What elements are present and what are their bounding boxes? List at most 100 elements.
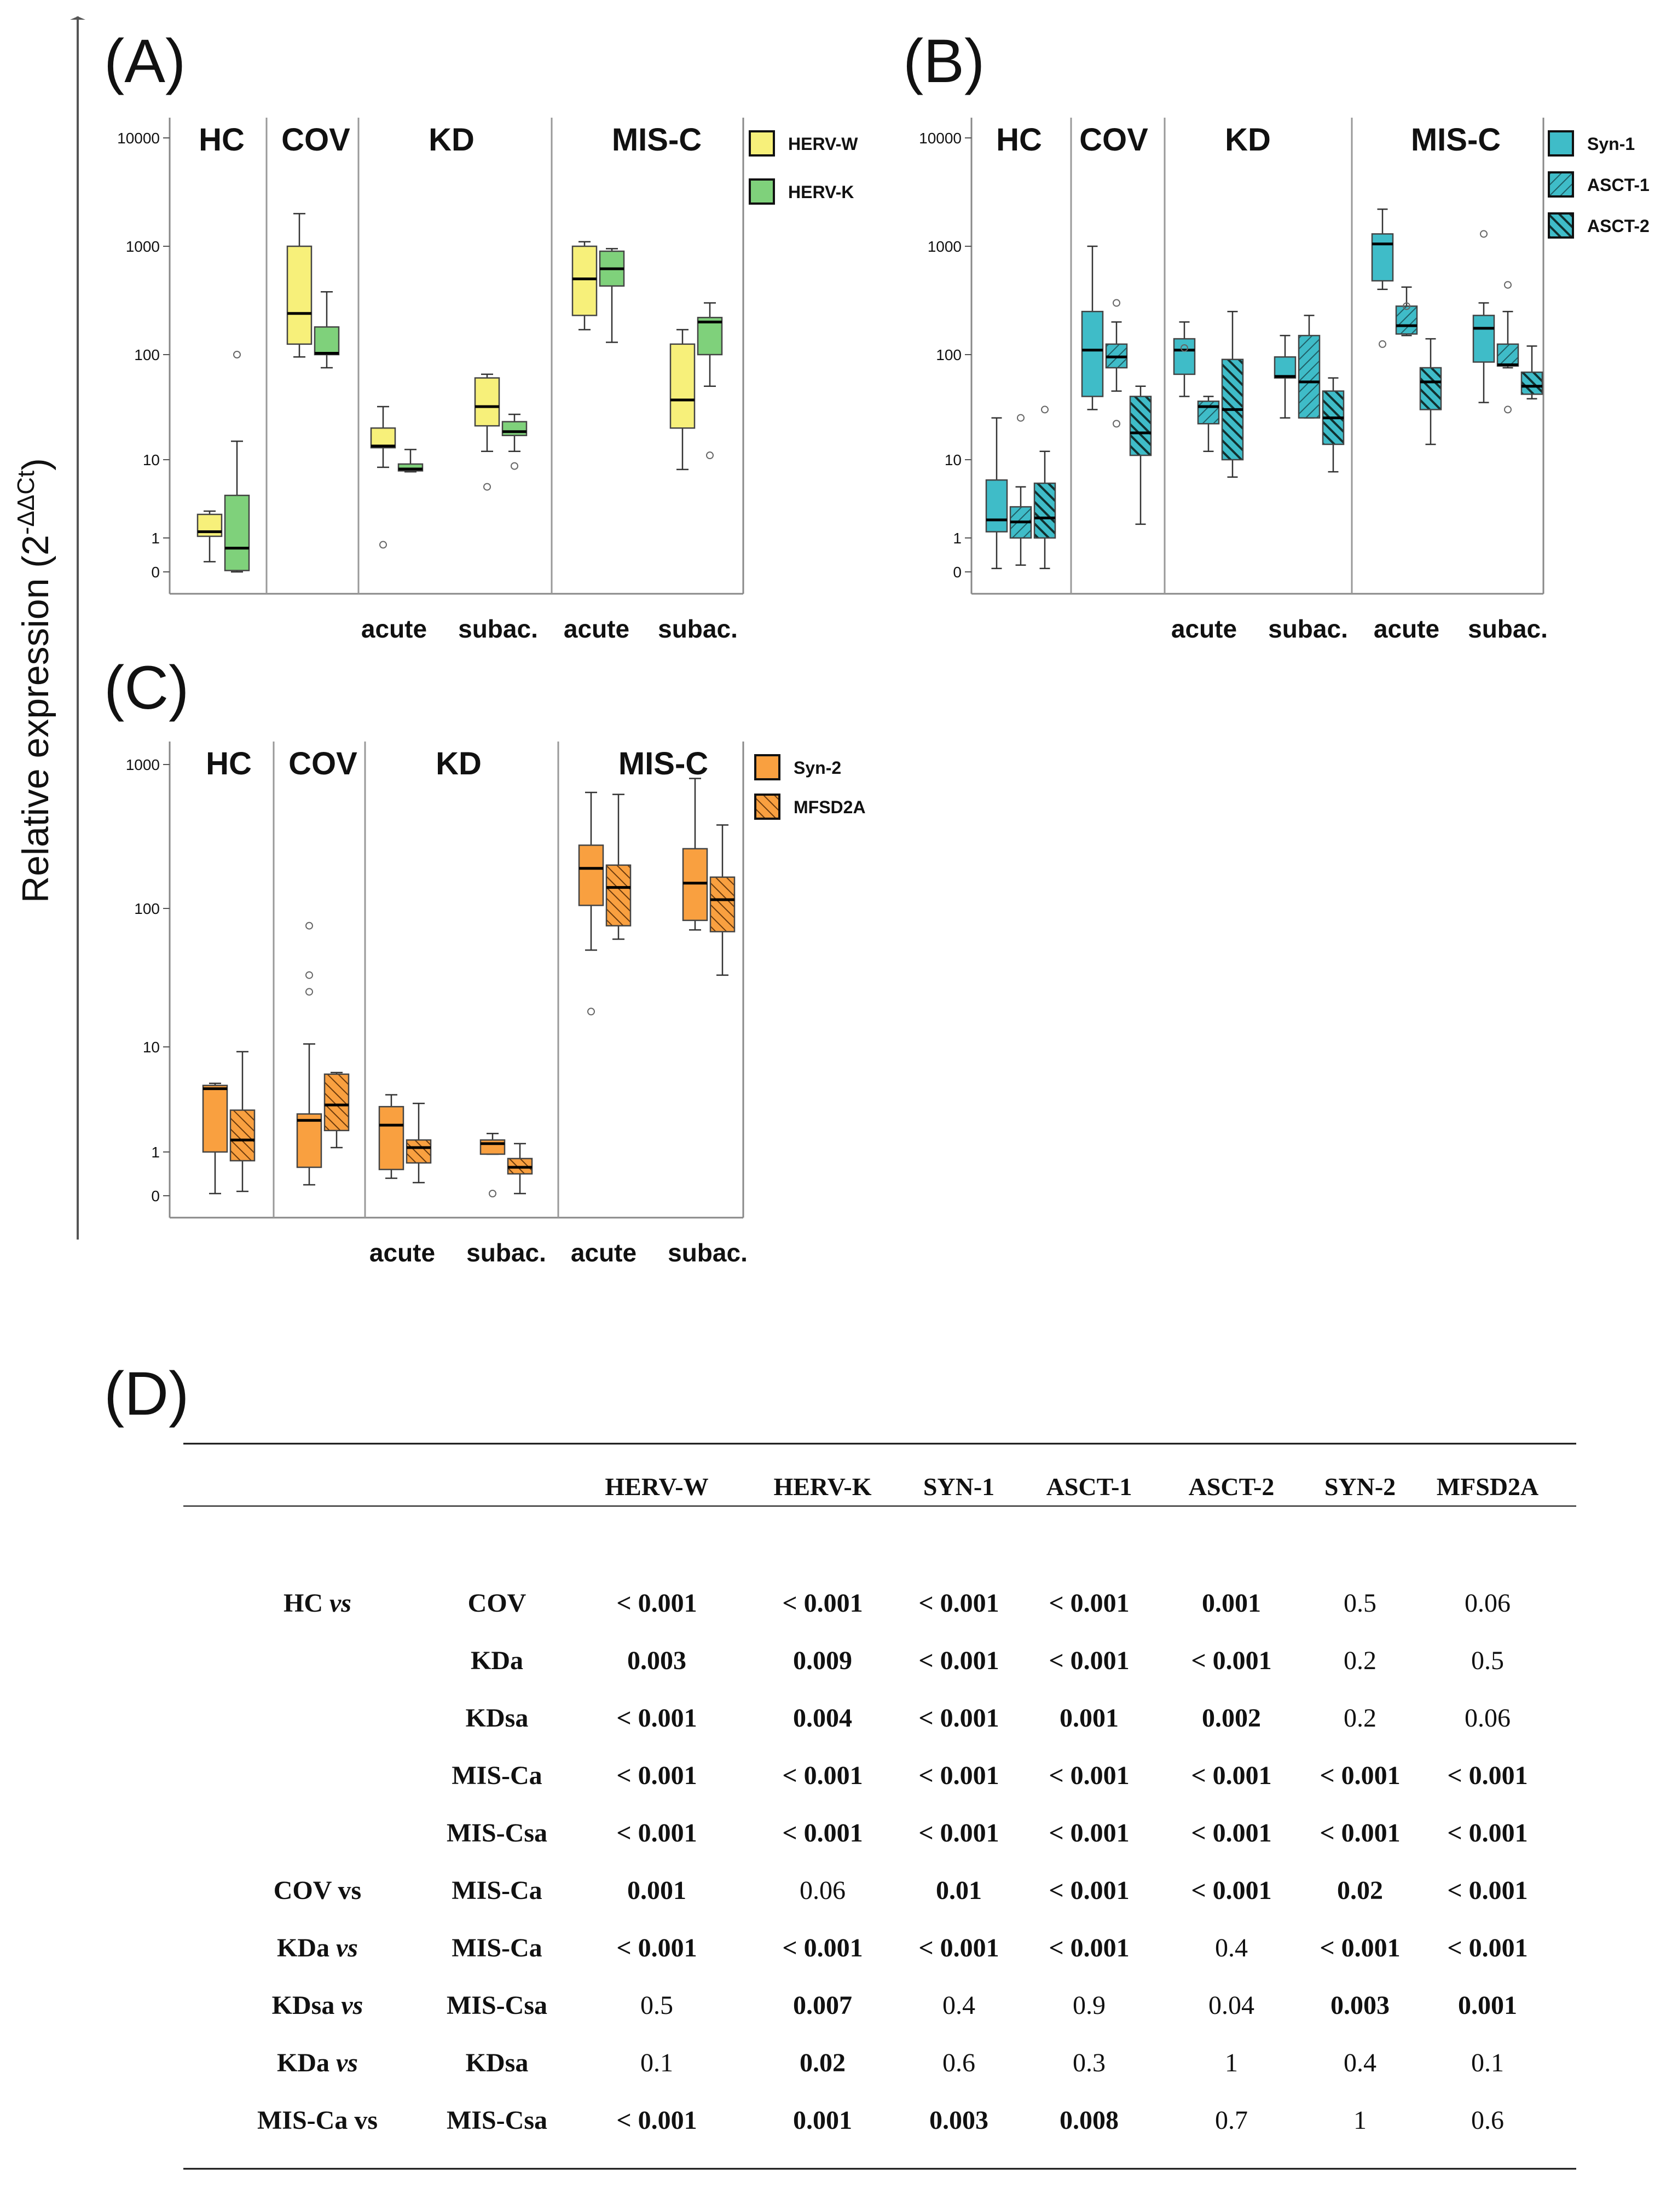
legend-label: MFSD2A <box>794 797 866 817</box>
box-iqr <box>501 421 528 437</box>
box-iqr <box>1081 310 1104 397</box>
legend-label: HERV-W <box>788 134 858 154</box>
table-p-value: 0.4 <box>1344 2048 1376 2077</box>
table-row-group2: MIS-Ca <box>452 1933 542 1962</box>
legend-swatch <box>749 178 775 205</box>
box-outlier <box>483 483 491 491</box>
box-plot <box>314 291 340 369</box>
box-plot <box>605 794 632 940</box>
box-iqr <box>1520 371 1543 395</box>
box-outlier <box>379 541 387 549</box>
box-outlier <box>1403 302 1410 310</box>
table-row-group2: COV <box>468 1589 527 1618</box>
table-row-vs: vs <box>354 2106 378 2135</box>
box-outlier <box>305 971 313 979</box>
y-tick-label: 10000 <box>919 130 962 147</box>
table-row-space <box>323 1589 329 1618</box>
table-p-value: 0.2 <box>1344 1704 1376 1733</box>
table-p-value: 0.5 <box>1344 1589 1376 1618</box>
table-p-value: 0.001 <box>1458 1991 1517 2020</box>
table-p-value: 0.01 <box>936 1876 982 1905</box>
y-tick-label: 100 <box>936 346 962 363</box>
box-iqr <box>479 1139 506 1155</box>
box-outlier <box>1480 230 1488 238</box>
table-p-value: < 0.001 <box>1191 1876 1271 1905</box>
box-iqr <box>1298 334 1321 419</box>
box-iqr <box>1419 367 1442 410</box>
box-plot <box>709 824 736 976</box>
box-outlier <box>1113 420 1120 428</box>
table-row: COV vs MIS-Ca 0.001 0.06 0.01 < 0.001 < 0.001 0… <box>274 1876 1528 1905</box>
box-plot <box>1173 321 1196 397</box>
box-iqr <box>682 848 708 922</box>
table-p-value: < 0.001 <box>1049 1876 1129 1905</box>
box-iqr <box>474 377 500 427</box>
table-row-space <box>334 1991 341 2020</box>
box-iqr <box>314 326 340 356</box>
box-iqr <box>406 1139 432 1164</box>
table-column-header: SYN-1 <box>923 1473 994 1501</box>
y-tick-label: 1 <box>953 530 962 547</box>
table-row-group1: KDa vs <box>277 1933 358 1962</box>
table-p-value: 0.06 <box>1465 1704 1511 1733</box>
panel-c: (C) 0 1 10 100 1000 HC COV KD MIS-C acute subac. acu… <box>104 653 866 1267</box>
y-tick-label: 1000 <box>928 238 962 255</box>
subgroup-label: acute <box>571 1238 637 1267</box>
y-tick-label: 10000 <box>117 130 160 147</box>
box-iqr <box>1173 338 1196 375</box>
legend-swatch <box>1548 171 1574 198</box>
table-row-group1-name: COV <box>274 1876 332 1905</box>
table-row-group1: HC vs <box>284 1589 351 1618</box>
table-row-group2: MIS-Csa <box>447 2106 547 2135</box>
legend-label: HERV-K <box>788 182 854 202</box>
y-tick-label: 1 <box>151 530 160 547</box>
table-row: KDa vs MIS-Ca < 0.001 < 0.001 < 0.001 < 0.001… <box>277 1933 1528 1962</box>
table-p-value: 0.001 <box>627 1876 686 1905</box>
global-y-axis-arrow <box>70 16 85 20</box>
group-label: HC <box>199 122 245 158</box>
table-p-value: < 0.001 <box>1320 1933 1400 1962</box>
box-iqr <box>1274 356 1297 379</box>
table-column-header: HERV-K <box>774 1473 872 1501</box>
table-p-value: < 0.001 <box>1320 1819 1400 1848</box>
box-plot <box>1298 315 1321 419</box>
table-row-group2: MIS-Csa <box>447 1991 547 2020</box>
y-tick-label: 0 <box>151 564 160 581</box>
table-p-value: < 0.001 <box>782 1761 863 1790</box>
box-outlier <box>1504 281 1512 289</box>
subgroup-label: acute <box>369 1238 435 1267</box>
table-p-value: 0.001 <box>1060 1704 1119 1733</box>
y-tick-label: 10 <box>143 1039 160 1056</box>
table-p-value: < 0.001 <box>918 1819 999 1848</box>
legend-swatch <box>754 754 780 780</box>
table-row-group1: KDa vs <box>277 2048 358 2077</box>
table-row-space <box>329 2048 336 2077</box>
table-p-value: 0.06 <box>1465 1589 1511 1618</box>
table-p-value: 0.2 <box>1344 1646 1376 1675</box>
table-p-value: < 0.001 <box>616 1933 697 1962</box>
table-p-value: 0.007 <box>793 1991 852 2020</box>
box-outlier <box>1379 340 1386 348</box>
group-label: HC <box>996 122 1042 158</box>
table-p-value: < 0.001 <box>1447 1933 1528 1962</box>
y-tick-label: 1000 <box>126 756 160 773</box>
table-column-header: ASCT-2 <box>1189 1473 1275 1501</box>
table-p-value: 0.3 <box>1073 2048 1106 2077</box>
box-plot <box>370 406 396 549</box>
box-outlier <box>233 351 241 358</box>
table-row: KDa 0.003 0.009 < 0.001 < 0.001 < 0.001 0.2 0.5 <box>471 1646 1504 1675</box>
subgroup-label: subac. <box>1268 615 1348 643</box>
box-iqr <box>323 1073 350 1132</box>
box-plot <box>229 1051 256 1192</box>
box-plot <box>397 449 424 473</box>
box-iqr <box>1371 233 1394 282</box>
box-outlier <box>587 1007 595 1016</box>
box-plot <box>1419 338 1442 445</box>
table-row-group2: KDsa <box>466 1704 529 1733</box>
table-p-value: 0.009 <box>793 1646 852 1675</box>
table-p-value: < 0.001 <box>1191 1761 1271 1790</box>
panel-d-table: (D) HERV-W HERV-K SYN-1 ASCT-1 ASCT-2 SYN-2 MFS… <box>104 1359 1576 2170</box>
table-row-group1-name: MIS-Ca <box>257 2106 348 2135</box>
table-row-vs: vs <box>329 1589 351 1618</box>
y-tick-label: 0 <box>151 1188 160 1205</box>
